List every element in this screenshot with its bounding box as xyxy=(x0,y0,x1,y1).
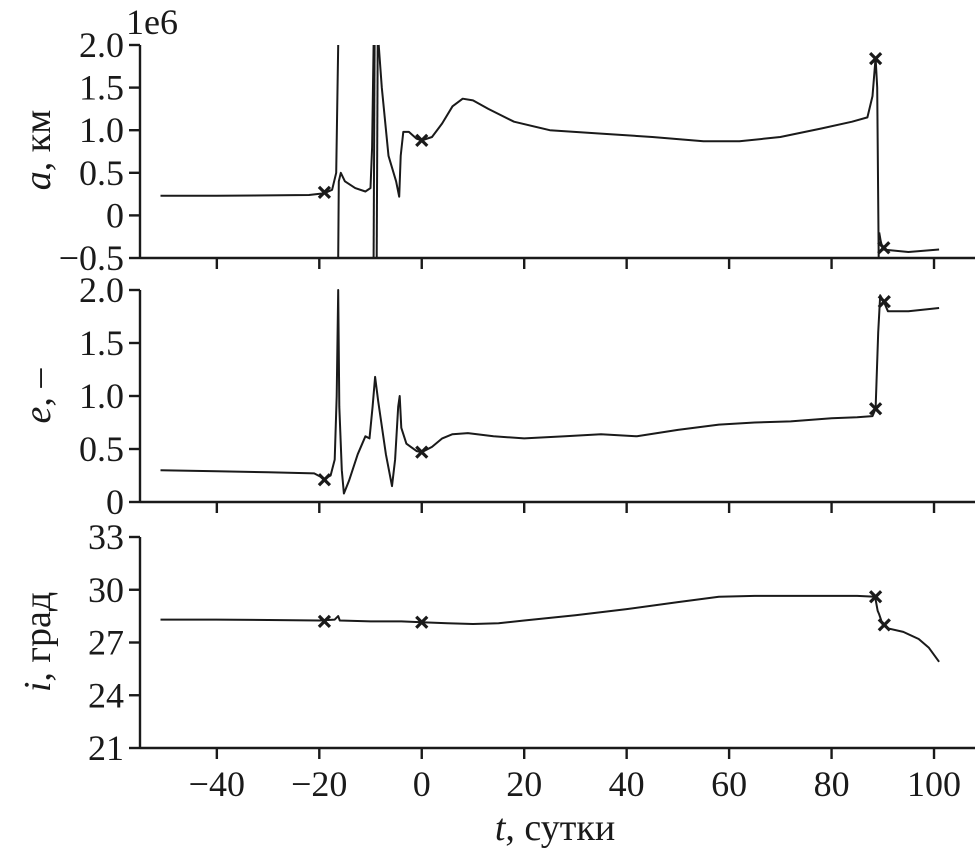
x-tick-label: 20 xyxy=(506,764,542,804)
x-tick-label: 60 xyxy=(711,764,747,804)
x-axis-label-text: , сутки xyxy=(505,807,615,849)
y-tick-label: 27 xyxy=(88,623,124,663)
x-marker xyxy=(317,614,332,629)
x-marker xyxy=(415,133,429,148)
y-axis-label-symbol: i xyxy=(17,682,59,693)
y-tick-label: 1.5 xyxy=(79,68,124,108)
series-line xyxy=(160,44,340,197)
y-tick-label: 33 xyxy=(88,517,124,557)
x-tick-label: 80 xyxy=(814,764,850,804)
x-marker xyxy=(317,185,332,200)
y-axis-label: a, км xyxy=(17,110,59,191)
x-tick-label: 0 xyxy=(413,764,431,804)
y-axis-label-text: , град xyxy=(17,592,59,682)
x-marker xyxy=(877,618,891,632)
series-line xyxy=(375,44,379,259)
series-line xyxy=(372,44,376,259)
y-tick-label: 0.5 xyxy=(79,153,124,193)
x-marker xyxy=(868,402,883,416)
y-tick-label: 21 xyxy=(88,728,124,768)
x-marker xyxy=(317,473,332,487)
y-tick-label: 30 xyxy=(88,570,124,610)
x-marker xyxy=(868,590,883,604)
y-axis-label-text: , км xyxy=(17,110,59,172)
series-line xyxy=(337,44,375,259)
series-line xyxy=(377,44,880,259)
y-axis-label-text: , – xyxy=(17,368,59,407)
series-line xyxy=(160,594,940,663)
panel-2: 0 0.5 1.0 1.5 2.0 e, – xyxy=(17,270,975,522)
x-marker xyxy=(415,615,429,629)
series-line xyxy=(160,289,940,495)
y-scale-label: 1e6 xyxy=(126,2,178,42)
x-tick-label: −20 xyxy=(291,764,347,804)
y-tick-label: 2.0 xyxy=(79,270,124,310)
y-tick-label: 1.0 xyxy=(79,110,124,150)
y-tick-label: 0 xyxy=(106,195,124,235)
series-group xyxy=(160,289,940,495)
y-tick-label: 24 xyxy=(88,675,124,715)
y-tick-label: 1.0 xyxy=(79,376,124,416)
x-axis-label-symbol: t xyxy=(495,807,507,849)
y-tick-label: 0.5 xyxy=(79,429,124,469)
x-tick-label: 40 xyxy=(609,764,645,804)
y-axis-label-symbol: a xyxy=(17,171,59,190)
series-group xyxy=(160,44,940,259)
x-axis-label: t, сутки xyxy=(495,807,615,849)
y-axis-label-symbol: e xyxy=(17,406,59,423)
x-marker xyxy=(877,241,891,255)
y-tick-label: 1.5 xyxy=(79,323,124,363)
y-tick-label: 0 xyxy=(106,482,124,522)
x-marker xyxy=(868,52,883,66)
y-axis-label: i, град xyxy=(17,592,59,692)
x-marker xyxy=(877,295,891,309)
y-tick-label: −0.5 xyxy=(59,238,124,278)
series-group xyxy=(160,594,940,663)
x-axis: −40 −20 0 20 40 60 80 100 xyxy=(189,764,961,804)
x-marker xyxy=(415,445,429,459)
panel-3: 21 24 27 30 33 i, град xyxy=(17,517,975,768)
x-tick-label: 100 xyxy=(907,764,961,804)
y-axis-label: e, – xyxy=(17,368,59,424)
y-tick-label: 2.0 xyxy=(79,25,124,65)
x-tick-label: −40 xyxy=(189,764,245,804)
